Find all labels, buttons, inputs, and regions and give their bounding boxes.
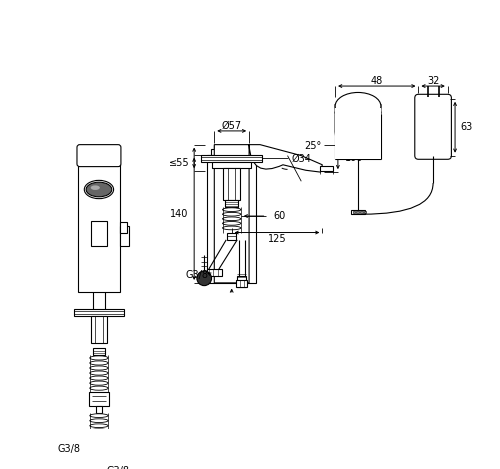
Text: G3/8: G3/8	[58, 444, 81, 454]
Text: Ø57: Ø57	[222, 121, 242, 130]
Ellipse shape	[222, 212, 241, 216]
Ellipse shape	[90, 366, 108, 370]
Bar	[78, 164, 120, 292]
Bar	[96, 406, 102, 413]
Bar	[227, 233, 236, 240]
Circle shape	[197, 271, 212, 286]
Text: 32: 32	[427, 76, 440, 85]
Bar	[356, 211, 359, 213]
Bar	[214, 144, 249, 149]
Ellipse shape	[90, 424, 108, 428]
Ellipse shape	[86, 182, 112, 197]
Bar	[226, 200, 238, 207]
Bar	[212, 162, 251, 167]
Text: Ø34: Ø34	[291, 153, 311, 163]
Bar	[210, 149, 252, 155]
Bar	[92, 348, 106, 355]
Bar	[207, 155, 256, 283]
Bar	[360, 211, 362, 213]
Bar	[320, 166, 334, 171]
Bar	[120, 221, 128, 233]
Bar	[94, 454, 104, 463]
Ellipse shape	[222, 221, 241, 225]
Ellipse shape	[90, 429, 108, 432]
Text: 100: 100	[345, 153, 364, 163]
Ellipse shape	[90, 439, 108, 443]
Bar	[224, 167, 240, 200]
Bar	[90, 220, 107, 246]
Ellipse shape	[90, 361, 108, 365]
PathPatch shape	[214, 144, 322, 283]
Ellipse shape	[90, 356, 108, 360]
Ellipse shape	[84, 181, 114, 199]
Bar	[89, 392, 109, 406]
Text: 125: 125	[268, 234, 286, 244]
Ellipse shape	[90, 434, 108, 438]
Bar	[236, 280, 248, 287]
Text: 48: 48	[370, 76, 383, 85]
Ellipse shape	[222, 226, 241, 230]
Ellipse shape	[90, 185, 100, 190]
Ellipse shape	[90, 386, 108, 390]
Text: G3/8: G3/8	[186, 270, 209, 280]
Circle shape	[64, 449, 79, 464]
Text: G3/8: G3/8	[106, 466, 130, 469]
FancyBboxPatch shape	[415, 94, 452, 159]
Ellipse shape	[90, 371, 108, 375]
Ellipse shape	[90, 376, 108, 380]
Text: 63: 63	[460, 122, 473, 132]
Text: 60: 60	[274, 211, 286, 221]
Bar	[352, 211, 356, 213]
Bar	[202, 155, 262, 162]
Ellipse shape	[222, 217, 241, 220]
Bar	[350, 210, 366, 214]
Bar	[207, 269, 222, 276]
Bar	[237, 276, 246, 287]
Bar	[74, 309, 124, 316]
Bar	[90, 316, 107, 343]
Bar	[86, 445, 112, 454]
Ellipse shape	[335, 92, 381, 120]
Bar	[364, 211, 366, 213]
Text: ≤55: ≤55	[169, 158, 190, 168]
Ellipse shape	[90, 414, 108, 417]
Text: 140: 140	[170, 209, 188, 219]
Text: 25°: 25°	[304, 142, 322, 151]
Ellipse shape	[90, 381, 108, 385]
FancyBboxPatch shape	[77, 144, 121, 166]
Polygon shape	[335, 93, 381, 159]
Bar	[335, 108, 381, 159]
Bar	[120, 226, 129, 246]
Circle shape	[119, 449, 134, 464]
Ellipse shape	[90, 419, 108, 423]
Ellipse shape	[222, 208, 241, 212]
